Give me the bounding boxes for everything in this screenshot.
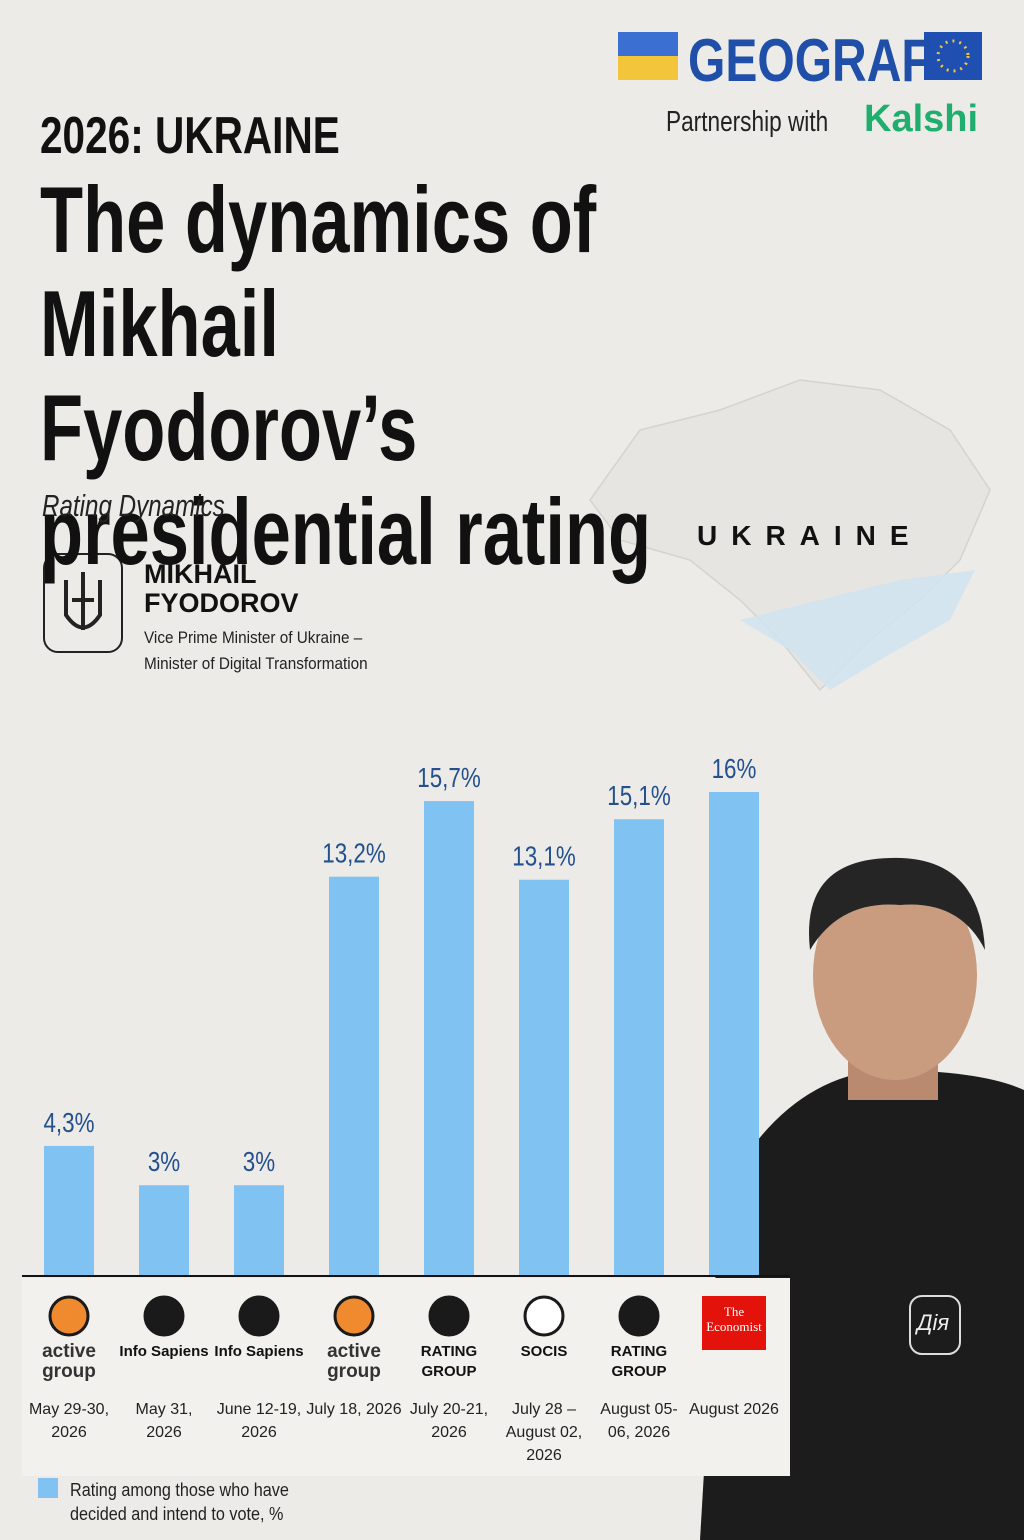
logo-box xyxy=(702,1296,766,1350)
bar xyxy=(234,1185,284,1276)
pollster: Info Sapiens xyxy=(214,1343,304,1360)
pollster-icon xyxy=(523,1295,565,1337)
pollster: Info Sapiens xyxy=(119,1343,209,1360)
x-tick-label: May 29-30, 2026 xyxy=(28,1401,110,1441)
x-tick-label: May 31, 2026 xyxy=(135,1401,193,1441)
map-label: UKRAINE xyxy=(697,520,923,551)
chart-title: The dynamics of Mikhail Fyodorov’s presi… xyxy=(40,167,652,584)
pollster-icon xyxy=(618,1295,660,1337)
x-tick-label: August 2026 xyxy=(689,1401,779,1418)
pollster: RATING GROUP xyxy=(420,1343,478,1380)
value-label: 13,1% xyxy=(512,841,575,872)
x-tick-label: June 12-19, 2026 xyxy=(216,1401,302,1441)
partnership: Partnership with xyxy=(666,106,829,138)
pollster-icon xyxy=(143,1295,185,1337)
bar xyxy=(329,876,379,1276)
hoodie-logo xyxy=(909,1295,961,1355)
bar xyxy=(614,819,664,1276)
flag-blue xyxy=(618,32,678,56)
value-label: 15,7% xyxy=(417,763,480,794)
sea xyxy=(740,570,975,690)
value-label: 3% xyxy=(243,1147,275,1178)
x-tick-label: August 05-06, 2026 xyxy=(600,1401,678,1441)
hoodie-text: Дія xyxy=(917,1310,950,1335)
pollster: RATING GROUP xyxy=(610,1343,668,1380)
person-role: Vice Prime Minister of Ukraine – Ministe… xyxy=(144,628,368,673)
pollster: SOCIS xyxy=(520,1343,568,1360)
partner: Kalshi xyxy=(864,98,979,140)
kicker: 2026: UKRAINE xyxy=(40,107,340,165)
legend-swatch xyxy=(38,1478,58,1498)
brand: GEOGRAF xyxy=(688,27,931,94)
bar xyxy=(424,801,474,1276)
chart-subtitle: Rating Dynamics xyxy=(42,488,225,523)
pollster-icon xyxy=(48,1295,90,1337)
value-label: 15,1% xyxy=(607,781,670,812)
photo-hair xyxy=(809,857,985,950)
x-tick-label: July 20-21, 2026 xyxy=(409,1401,489,1441)
value-label: 3% xyxy=(148,1147,180,1178)
person-name: MIKHAIL FYODOROV xyxy=(144,559,299,618)
x-tick-label: July 18, 2026 xyxy=(306,1401,402,1418)
photo-face xyxy=(813,870,977,1080)
emblem-frame xyxy=(43,553,123,653)
bar xyxy=(519,879,569,1276)
pollster: active group xyxy=(42,1341,96,1382)
bar xyxy=(139,1185,189,1276)
flag-yellow xyxy=(618,56,678,80)
pollster-icon xyxy=(428,1295,470,1337)
value-label: 16% xyxy=(712,754,757,785)
x-tick-label: July 28 – August 02, 2026 xyxy=(505,1401,583,1464)
bar xyxy=(44,1145,94,1276)
value-label: 4,3% xyxy=(43,1108,94,1139)
pollster-icon xyxy=(333,1295,375,1337)
bar xyxy=(709,792,759,1276)
eu-stars xyxy=(936,39,970,73)
value-label: 13,2% xyxy=(322,838,385,869)
legend-label: Rating among those who have decided and … xyxy=(70,1480,289,1524)
pollster: active group xyxy=(327,1341,381,1382)
pollster-icon xyxy=(238,1295,280,1337)
pollster: The Economist xyxy=(706,1304,762,1334)
trident xyxy=(64,572,102,630)
